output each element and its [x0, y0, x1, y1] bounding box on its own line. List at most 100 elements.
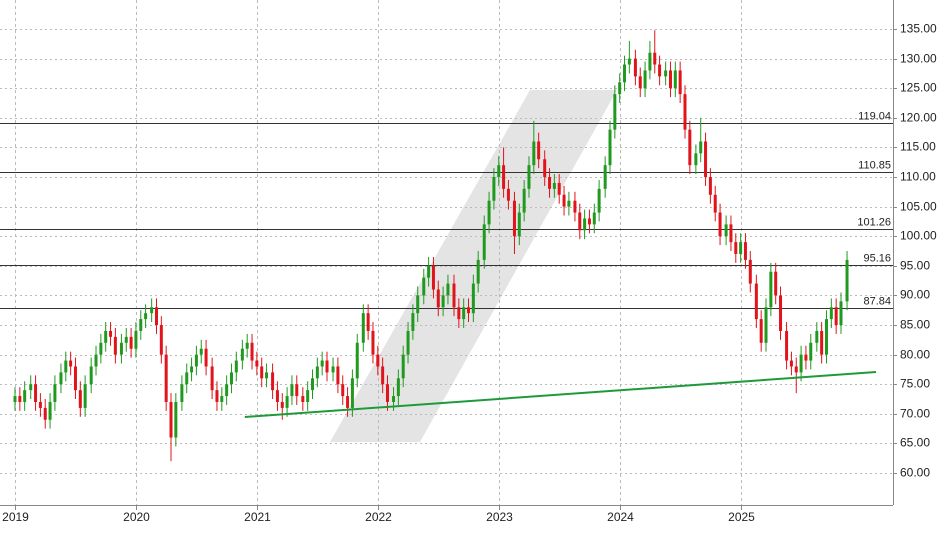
candle-body	[234, 360, 238, 373]
candle-body	[820, 330, 824, 355]
candle-body	[18, 396, 22, 402]
candle-body	[336, 366, 340, 385]
candle-body	[839, 301, 843, 326]
candle-body	[396, 378, 400, 397]
candle-body	[401, 354, 405, 379]
candle-body	[543, 159, 547, 178]
candle-body	[653, 52, 657, 65]
candle-body	[824, 319, 828, 355]
candle-body	[78, 390, 82, 408]
candle-body	[552, 182, 556, 189]
candle-body	[441, 295, 445, 308]
candle-body	[29, 384, 33, 391]
y-tick-label: 115.00	[900, 140, 936, 154]
candle-body	[406, 330, 410, 355]
candle-body	[512, 200, 516, 237]
y-tick-label: 90.00	[900, 288, 930, 302]
candle-body	[557, 182, 561, 195]
candle-body	[688, 129, 692, 166]
candle-body	[38, 401, 42, 408]
candle-body	[169, 401, 173, 438]
candle-body	[271, 372, 275, 391]
candle-body	[567, 200, 571, 207]
candle-body	[260, 366, 264, 379]
candle-body	[748, 259, 752, 284]
candle-body	[210, 366, 214, 391]
candle-body	[527, 165, 531, 189]
candle-body	[517, 212, 521, 237]
candle-body	[301, 396, 305, 402]
y-tick-label: 80.00	[900, 348, 930, 362]
candle-body	[13, 396, 17, 402]
candle-body	[834, 307, 838, 326]
candle-body	[164, 354, 168, 402]
candle-body	[113, 336, 117, 355]
candle-body	[467, 307, 471, 314]
candle-body	[603, 165, 607, 189]
candle-body	[341, 384, 345, 397]
candle-body	[190, 366, 194, 373]
level-label: 119.04	[858, 110, 891, 122]
candle-body	[411, 313, 415, 331]
x-tick-label: 2020	[123, 510, 150, 524]
candle-body	[275, 390, 279, 402]
candle-body	[522, 188, 526, 213]
candle-body	[638, 76, 642, 89]
candle-body	[366, 313, 370, 331]
candle-body	[436, 289, 440, 308]
candle-body	[229, 372, 233, 385]
candle-body	[245, 342, 249, 349]
candle-body	[482, 224, 486, 260]
candle-body	[452, 283, 456, 308]
y-tick-label: 135.00	[900, 22, 937, 36]
candle-body	[785, 330, 789, 361]
candle-body	[83, 384, 87, 408]
candle-body	[431, 265, 435, 290]
candle-body	[497, 165, 501, 178]
candle-body	[471, 283, 475, 314]
candle-body	[290, 384, 294, 397]
candle-body	[743, 242, 747, 260]
candle-body	[739, 242, 743, 254]
candle-body	[392, 396, 396, 402]
candle-body	[139, 319, 143, 331]
candle-body	[597, 188, 601, 213]
candle-body	[809, 342, 813, 361]
candle-body	[194, 354, 198, 367]
candle-body	[694, 153, 698, 166]
candle-body	[204, 348, 208, 367]
candle-body	[804, 354, 808, 361]
candle-body	[608, 129, 612, 166]
candle-body	[150, 307, 154, 314]
candle-body	[23, 390, 27, 402]
level-label: 87.84	[863, 295, 891, 307]
candle-body	[346, 396, 350, 408]
candle-body	[73, 366, 77, 391]
candle-body	[371, 330, 375, 355]
y-tick-label: 70.00	[900, 407, 930, 421]
candle-body	[64, 360, 68, 373]
candle-body	[457, 307, 461, 320]
candle-body	[492, 177, 496, 201]
candle-body	[764, 307, 768, 343]
candle-body	[48, 401, 52, 420]
candle-body	[789, 360, 793, 367]
candle-body	[754, 283, 758, 320]
candle-body	[487, 200, 491, 225]
candle-body	[729, 224, 733, 243]
candle-body	[734, 242, 738, 254]
y-tick-label: 100.00	[900, 229, 937, 243]
candle-body	[250, 342, 254, 361]
x-tick-label: 2021	[244, 510, 271, 524]
level-label: 101.26	[857, 216, 891, 228]
candle-body	[134, 330, 138, 349]
candle-body	[255, 360, 259, 367]
candle-body	[225, 384, 229, 397]
candle-body	[180, 384, 184, 402]
candle-body	[845, 259, 849, 302]
candle-body	[774, 271, 778, 296]
candle-body	[331, 366, 335, 373]
candle-body	[699, 141, 703, 154]
candle-body	[537, 141, 541, 160]
candle-body	[759, 319, 763, 343]
